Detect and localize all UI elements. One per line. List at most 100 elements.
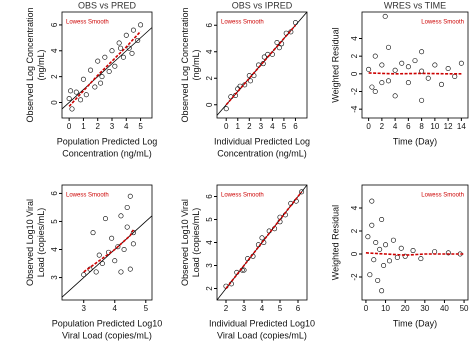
y-tick-label: 6 <box>205 194 214 199</box>
plot-frame <box>61 184 153 301</box>
point <box>445 250 451 256</box>
point <box>398 245 404 251</box>
point <box>419 68 425 74</box>
y-tick-label: 0 <box>350 251 359 256</box>
point <box>382 13 388 19</box>
y-tick-label: 4 <box>350 36 359 41</box>
point <box>109 235 115 241</box>
identity-line <box>62 215 152 298</box>
point <box>390 237 396 243</box>
panel-title: OBS vs PRED <box>78 0 137 10</box>
x-tick-label: 2 <box>380 122 385 131</box>
y-tick-label: 0 <box>50 100 59 105</box>
y-tick-label: 2 <box>350 228 359 233</box>
y-axis-label: Observed Log Concentration <box>25 7 35 122</box>
point <box>95 58 101 64</box>
point <box>98 80 104 86</box>
x-tick-label: 3 <box>259 122 264 131</box>
point <box>261 54 267 60</box>
panel-title: OBS vs IPRED <box>232 0 293 10</box>
plot-frame <box>61 11 153 119</box>
point <box>223 106 229 112</box>
point <box>392 67 398 73</box>
point <box>118 213 124 219</box>
y-tick-label: 0 <box>205 102 214 107</box>
x-axis-label: Concentration (ng/mL) <box>217 148 307 158</box>
legend-entry: Lowess Smooth <box>66 193 109 199</box>
y-tick-label: 2 <box>205 286 214 291</box>
lowess-smooth <box>83 229 135 273</box>
point <box>99 261 105 267</box>
x-tick-label: 5 <box>278 304 283 313</box>
y-axis-label: Observed Log10 Viral <box>180 199 190 286</box>
point <box>88 67 94 73</box>
x-axis-label: Viral Load (copies/mL) <box>217 330 307 340</box>
y-tick-label: 5 <box>205 217 214 222</box>
y-axis-label: Observed Log Concentration <box>180 7 190 122</box>
plot-area <box>217 12 307 116</box>
point <box>116 40 122 46</box>
y-tick-label: 4 <box>350 205 359 210</box>
y-axis-label: Weighted Residual <box>330 205 340 280</box>
y-tick-label: 2 <box>205 75 214 80</box>
y-tick-label: 4 <box>50 247 59 252</box>
x-tick-label: 6 <box>293 122 298 131</box>
y-tick-label: 4 <box>205 49 214 54</box>
x-axis-label: Concentration (ng/mL) <box>62 148 152 158</box>
x-tick-label: 14 <box>457 122 466 131</box>
point <box>129 50 135 56</box>
y-tick-label: 6 <box>50 191 59 196</box>
y-tick-label: 6 <box>205 22 214 27</box>
point <box>418 256 424 262</box>
point <box>127 266 133 272</box>
x-tick-label: 3 <box>242 304 247 313</box>
point <box>118 269 124 275</box>
y-tick-label: 2 <box>350 53 359 58</box>
x-tick-label: 6 <box>296 304 301 313</box>
point <box>73 89 79 95</box>
point <box>410 248 416 254</box>
x-tick-label: 2 <box>224 304 229 313</box>
x-tick-label: 8 <box>419 122 424 131</box>
point <box>399 60 405 66</box>
point <box>138 22 144 28</box>
y-axis-label: Load (copies/mL) <box>191 208 201 278</box>
point <box>274 39 280 45</box>
x-tick-label: 3 <box>110 122 115 131</box>
x-tick-label: 4 <box>124 122 129 131</box>
legend-entry: Lowess Smooth <box>421 193 464 199</box>
point <box>419 97 425 103</box>
legend-entry: Lowess Smooth <box>66 20 109 26</box>
point <box>432 62 438 68</box>
point <box>115 244 121 250</box>
x-tick-label: 5 <box>282 122 287 131</box>
point <box>259 235 265 241</box>
x-axis-label: Population Predicted Log10 <box>52 318 163 328</box>
point <box>126 45 132 51</box>
point <box>109 48 115 54</box>
point <box>372 89 378 95</box>
y-axis-label: (ng/mL) <box>36 49 46 80</box>
x-tick-label: 5 <box>144 304 149 313</box>
point <box>80 76 86 82</box>
x-tick-label: 2 <box>247 122 252 131</box>
plot-area <box>366 13 464 103</box>
x-tick-label: 50 <box>460 304 469 313</box>
point <box>372 53 378 59</box>
x-tick-label: 2 <box>95 122 100 131</box>
plot-area <box>62 193 152 298</box>
point <box>385 44 391 50</box>
point <box>375 277 381 283</box>
point <box>367 272 373 278</box>
point <box>276 45 282 51</box>
point <box>292 20 298 26</box>
point <box>247 78 253 84</box>
y-axis-label: Weighted Residual <box>330 27 340 102</box>
point <box>369 84 375 90</box>
point <box>93 269 99 275</box>
identity-line <box>62 27 152 110</box>
lowess-smooth <box>68 30 142 107</box>
x-tick-label: 0 <box>67 122 72 131</box>
y-tick-label: 2 <box>50 74 59 79</box>
point <box>130 241 136 247</box>
